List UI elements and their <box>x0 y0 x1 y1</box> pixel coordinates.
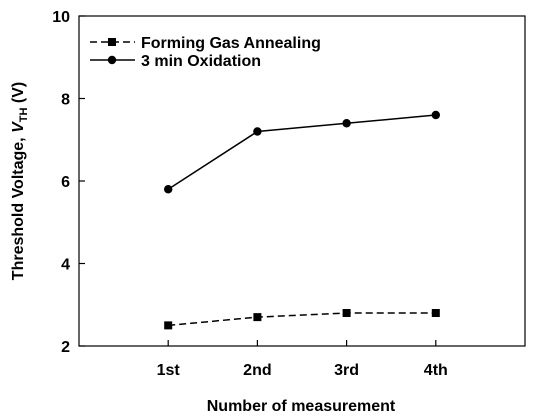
legend: Forming Gas Annealing 3 min Oxidation <box>90 35 321 70</box>
y-axis-title: Threshold Voltage, VTH (V) <box>10 82 30 280</box>
legend-marker-square <box>108 38 116 46</box>
data-point-circle <box>342 119 351 128</box>
y-tick-label: 2 <box>61 339 70 356</box>
data-point-square <box>431 309 440 317</box>
data-point-square <box>164 321 173 330</box>
x-axis-ticks: 1st 2nd 3rd 4th <box>157 340 448 379</box>
series-line <box>168 312 436 327</box>
y-axis-title-subscript: TH <box>18 108 30 123</box>
y-axis-title-unit: (V) <box>10 82 27 108</box>
data-point-square <box>342 309 351 317</box>
y-tick-label: 8 <box>61 92 70 109</box>
data-point-circle <box>431 110 440 120</box>
series-line <box>167 114 436 190</box>
data-point-circle <box>164 185 173 194</box>
legend-marker-circle <box>107 55 117 65</box>
y-tick-label: 10 <box>52 9 70 26</box>
x-tick-label: 1st <box>157 362 181 379</box>
x-axis-title: Number of measurement <box>207 398 396 415</box>
y-tick-label: 4 <box>61 257 70 274</box>
data-point-square <box>253 313 262 322</box>
y-axis-ticks: 2 4 6 8 10 <box>52 9 85 356</box>
series-layer <box>164 110 440 330</box>
legend-label-forming-gas: Forming Gas Annealing <box>141 35 321 52</box>
legend-label-oxidation: 3 min Oxidation <box>141 53 261 70</box>
x-tick-label: 2nd <box>243 362 271 379</box>
x-tick-label: 3rd <box>334 362 359 379</box>
y-tick-label: 6 <box>61 174 70 191</box>
data-point-circle <box>253 127 262 136</box>
y-axis-title-symbol: V <box>10 121 27 133</box>
x-tick-label: 4th <box>424 362 448 379</box>
y-axis-title-main: Threshold Voltage, <box>10 133 27 280</box>
